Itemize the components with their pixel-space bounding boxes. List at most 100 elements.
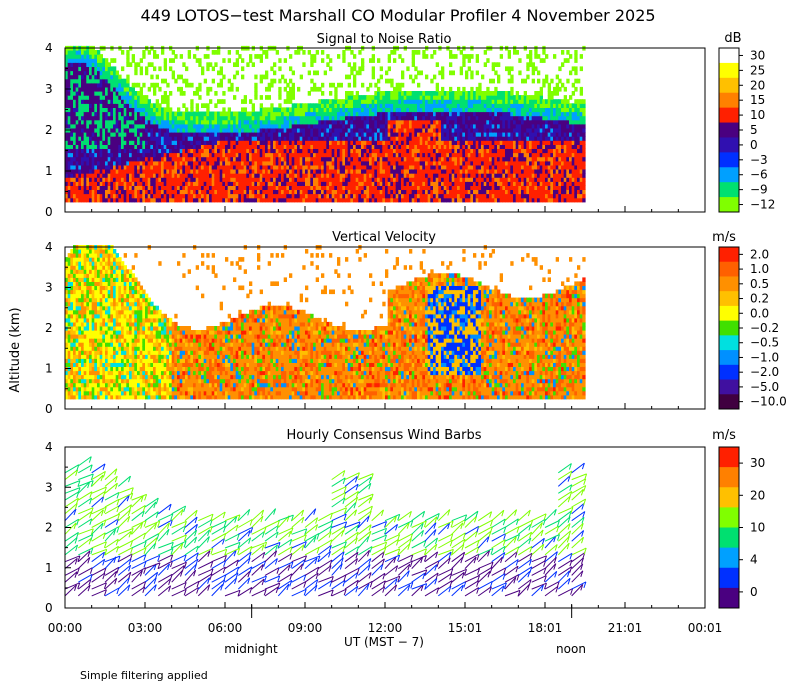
heatmap-cell bbox=[252, 103, 255, 108]
heatmap-cell bbox=[329, 91, 332, 96]
heatmap-cell bbox=[369, 83, 372, 88]
heatmap-cell bbox=[353, 83, 356, 88]
heatmap-cell bbox=[476, 58, 479, 63]
heatmap-cell bbox=[260, 58, 263, 63]
heatmap-cell bbox=[361, 66, 364, 71]
heatmap-cell bbox=[401, 75, 404, 80]
heatmap-cell bbox=[166, 95, 169, 100]
heatmap-cell bbox=[377, 58, 380, 63]
heatmap-cell bbox=[350, 71, 353, 76]
heatmap-cell bbox=[342, 54, 345, 59]
heatmap-cell bbox=[113, 66, 116, 71]
heatmap-cell bbox=[236, 50, 239, 55]
heatmap-cell bbox=[212, 79, 215, 84]
heatmap-cell bbox=[209, 87, 212, 92]
heatmap-cell bbox=[206, 103, 209, 108]
heatmap-cell bbox=[198, 62, 201, 67]
heatmap-cell bbox=[166, 83, 169, 88]
heatmap-cell bbox=[201, 71, 204, 76]
heatmap-cell bbox=[228, 50, 231, 55]
heatmap-cell bbox=[206, 66, 209, 71]
heatmap-cell bbox=[310, 62, 313, 67]
heatmap-cell bbox=[206, 54, 209, 59]
heatmap-cell bbox=[182, 62, 185, 67]
heatmap-cell bbox=[462, 58, 465, 63]
heatmap-cell bbox=[297, 87, 300, 92]
heatmap-cell bbox=[268, 87, 271, 92]
heatmap-cell bbox=[460, 71, 463, 76]
heatmap-cell bbox=[401, 83, 404, 88]
heatmap-cell bbox=[198, 83, 201, 88]
heatmap-cell bbox=[236, 87, 239, 92]
heatmap-cell bbox=[470, 87, 473, 92]
heatmap-cell bbox=[398, 54, 401, 59]
heatmap-cell bbox=[182, 91, 185, 96]
heatmap-cell bbox=[169, 91, 172, 96]
heatmap-cell bbox=[462, 87, 465, 92]
heatmap-cell bbox=[484, 50, 487, 55]
heatmap-cell bbox=[260, 95, 263, 100]
heatmap-cell bbox=[244, 95, 247, 100]
heatmap-cell bbox=[220, 83, 223, 88]
heatmap-cell bbox=[174, 79, 177, 84]
heatmap-cell bbox=[316, 50, 319, 55]
heatmap-cell bbox=[390, 83, 393, 88]
heatmap-cell bbox=[334, 91, 337, 96]
heatmap-cell bbox=[353, 79, 356, 84]
snr-panel-title: Signal to Noise Ratio bbox=[317, 32, 452, 47]
heatmap-cell bbox=[142, 83, 145, 88]
heatmap-cell bbox=[217, 50, 220, 55]
heatmap-cell bbox=[126, 50, 129, 55]
heatmap-cell bbox=[230, 87, 233, 92]
heatmap-cell bbox=[337, 54, 340, 59]
heatmap-cell bbox=[481, 75, 484, 80]
heatmap-cell bbox=[449, 50, 452, 55]
heatmap-cell bbox=[425, 75, 428, 80]
heatmap-cell bbox=[190, 99, 193, 104]
heatmap-cell bbox=[249, 99, 252, 104]
heatmap-cell bbox=[153, 87, 156, 92]
heatmap-cell bbox=[342, 50, 345, 55]
heatmap-cell bbox=[222, 58, 225, 63]
heatmap-cell bbox=[313, 58, 316, 63]
heatmap-cell bbox=[518, 58, 521, 63]
heatmap-cell bbox=[313, 83, 316, 88]
heatmap-cell bbox=[388, 66, 391, 71]
heatmap-cell bbox=[516, 50, 519, 55]
heatmap-cell bbox=[358, 71, 361, 76]
heatmap-cell bbox=[198, 58, 201, 63]
heatmap-cell bbox=[393, 50, 396, 55]
heatmap-cell bbox=[278, 91, 281, 96]
heatmap-cell bbox=[134, 66, 137, 71]
heatmap-cell bbox=[308, 71, 311, 76]
heatmap-cell bbox=[212, 66, 215, 71]
heatmap-cell bbox=[353, 75, 356, 80]
heatmap-cell bbox=[420, 71, 423, 76]
heatmap-cell bbox=[265, 54, 268, 59]
heatmap-cell bbox=[121, 50, 124, 55]
heatmap-cell bbox=[220, 66, 223, 71]
heatmap-cell bbox=[406, 66, 409, 71]
heatmap-cell bbox=[129, 62, 132, 67]
heatmap-cell bbox=[361, 83, 364, 88]
heatmap-cell bbox=[388, 54, 391, 59]
heatmap-cell bbox=[185, 66, 188, 71]
heatmap-cell bbox=[145, 71, 148, 76]
heatmap-cell bbox=[292, 91, 295, 96]
heatmap-cell bbox=[260, 79, 263, 84]
heatmap-cell bbox=[510, 66, 513, 71]
heatmap-cell bbox=[214, 62, 217, 67]
heatmap-cell bbox=[249, 58, 252, 63]
heatmap-cell bbox=[414, 66, 417, 71]
heatmap-cell bbox=[150, 62, 153, 67]
heatmap-cell bbox=[297, 50, 300, 55]
heatmap-cell bbox=[412, 62, 415, 67]
heatmap-cell bbox=[172, 75, 175, 80]
heatmap-cell bbox=[156, 75, 159, 80]
heatmap-cell bbox=[113, 58, 116, 63]
heatmap-cell bbox=[316, 71, 319, 76]
heatmap-cell bbox=[254, 83, 257, 88]
heatmap-cell bbox=[321, 91, 324, 96]
heatmap-cell bbox=[340, 83, 343, 88]
heatmap-cell bbox=[372, 71, 375, 76]
